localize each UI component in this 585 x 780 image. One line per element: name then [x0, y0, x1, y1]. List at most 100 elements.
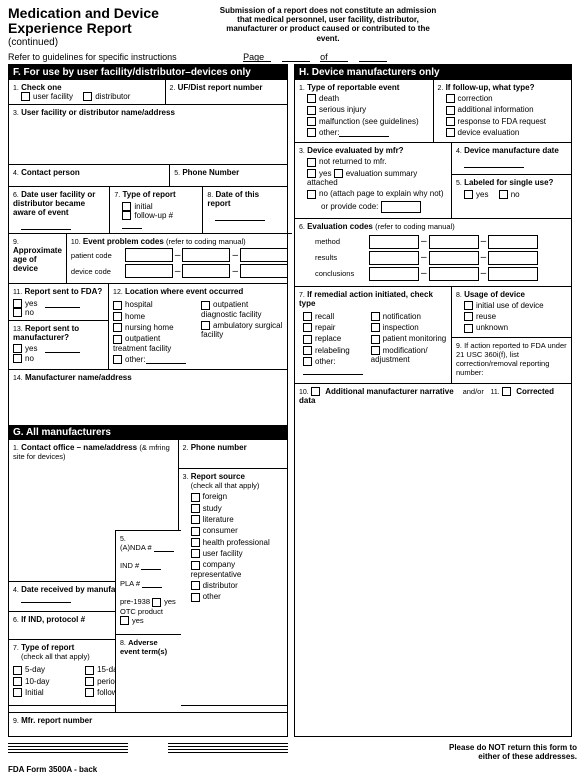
h2-corr-checkbox[interactable] [446, 94, 455, 103]
g3-dist-checkbox[interactable] [191, 581, 200, 590]
h6-c2[interactable] [429, 267, 479, 281]
h1-death-checkbox[interactable] [307, 94, 316, 103]
h3-yes-checkbox[interactable] [307, 169, 316, 178]
f8-date-field[interactable] [215, 212, 265, 221]
h7-other-field[interactable] [303, 366, 363, 375]
ambulatory-checkbox[interactable] [201, 321, 210, 330]
h7-notif-checkbox[interactable] [371, 312, 380, 321]
h3-code-field[interactable] [381, 201, 421, 213]
g7-initial-checkbox[interactable] [13, 688, 22, 697]
f11-yes-checkbox[interactable] [13, 299, 22, 308]
g3-consumer-checkbox[interactable] [191, 527, 200, 536]
g3-lit-checkbox[interactable] [191, 515, 200, 524]
f11-yes-date[interactable] [45, 299, 80, 308]
form-id: FDA Form 3500A - back [8, 765, 577, 774]
h3-notret-checkbox[interactable] [307, 158, 316, 167]
loc-other-field[interactable] [146, 355, 186, 364]
g5-ind-field[interactable] [141, 561, 161, 570]
h5-no-checkbox[interactable] [499, 190, 508, 199]
h6-r2[interactable] [429, 251, 479, 265]
h7-repair-checkbox[interactable] [303, 323, 312, 332]
patient-code-1[interactable] [125, 248, 173, 262]
f6-date-field[interactable] [21, 221, 71, 230]
patient-code-2[interactable] [182, 248, 230, 262]
h4-date-field[interactable] [464, 159, 524, 168]
h7-inspect-checkbox[interactable] [371, 323, 380, 332]
h3-num: 3. [299, 148, 305, 155]
patient-code-3[interactable] [240, 248, 288, 262]
h7-monitor-checkbox[interactable] [371, 335, 380, 344]
h1-malfunc-checkbox[interactable] [307, 117, 316, 126]
device-code-1[interactable] [125, 264, 173, 278]
h6-c3[interactable] [488, 267, 538, 281]
h6-c1[interactable] [369, 267, 419, 281]
h8-unknown-checkbox[interactable] [464, 324, 473, 333]
h11-checkbox[interactable] [502, 387, 511, 396]
distributor-checkbox[interactable] [83, 92, 92, 101]
h7-other-checkbox[interactable] [303, 357, 312, 366]
device-code-2[interactable] [182, 264, 230, 278]
user-facility-checkbox[interactable] [21, 92, 30, 101]
hospital-checkbox[interactable] [113, 301, 122, 310]
g3-foreign-checkbox[interactable] [191, 493, 200, 502]
g3-health-checkbox[interactable] [191, 538, 200, 547]
g5-pre-checkbox[interactable] [152, 598, 161, 607]
h1-other-field[interactable] [339, 128, 389, 137]
h2-fda-checkbox[interactable] [446, 117, 455, 126]
f13-yes-checkbox[interactable] [13, 344, 22, 353]
h3-evalsum-checkbox[interactable] [334, 169, 343, 178]
h1-other: other: [319, 128, 339, 137]
outpatient-tx-checkbox[interactable] [113, 335, 122, 344]
g4-date-field[interactable] [21, 594, 71, 603]
h7-mod-checkbox[interactable] [371, 346, 380, 355]
g3-other-checkbox[interactable] [191, 593, 200, 602]
initial-label: initial [134, 202, 152, 211]
g5-pla-field[interactable] [142, 579, 162, 588]
h6-m1[interactable] [369, 235, 419, 249]
f11-no-checkbox[interactable] [13, 308, 22, 317]
g7-5day-checkbox[interactable] [13, 666, 22, 675]
h8-reuse-checkbox[interactable] [464, 312, 473, 321]
g3-study-checkbox[interactable] [191, 504, 200, 513]
f13-yes-label: yes [25, 344, 37, 353]
loc-other-checkbox[interactable] [113, 355, 122, 364]
device-code-label: device code [71, 267, 123, 276]
h2-eval-checkbox[interactable] [446, 128, 455, 137]
nursing-checkbox[interactable] [113, 323, 122, 332]
f13-yes-date[interactable] [45, 344, 80, 353]
device-code-3[interactable] [240, 264, 288, 278]
h5-yes-checkbox[interactable] [464, 190, 473, 199]
g3-userfac-checkbox[interactable] [191, 549, 200, 558]
h1-other-checkbox[interactable] [307, 128, 316, 137]
g5-anda-field[interactable] [154, 543, 174, 552]
h7-relabel-checkbox[interactable] [303, 346, 312, 355]
g7-10day-checkbox[interactable] [13, 677, 22, 686]
h2-add-checkbox[interactable] [446, 106, 455, 115]
initial-checkbox[interactable] [122, 202, 131, 211]
h8-initial-checkbox[interactable] [464, 301, 473, 310]
h6-r1[interactable] [369, 251, 419, 265]
followup-num-field[interactable] [122, 220, 142, 229]
page-num-field[interactable] [282, 52, 310, 62]
followup-checkbox[interactable] [122, 211, 131, 220]
f2-num: 2. [170, 85, 176, 92]
h6-m3[interactable] [488, 235, 538, 249]
h7-replace-checkbox[interactable] [303, 335, 312, 344]
h7-recall-checkbox[interactable] [303, 312, 312, 321]
page-total-field[interactable] [359, 52, 387, 62]
h6-r3[interactable] [488, 251, 538, 265]
h10-checkbox[interactable] [311, 387, 320, 396]
g3-consumer: consumer [203, 526, 238, 535]
home-label: home [125, 312, 145, 321]
g7-followup-checkbox[interactable] [85, 688, 94, 697]
h6-m2[interactable] [429, 235, 479, 249]
f13-no-checkbox[interactable] [13, 354, 22, 363]
g7-15day-checkbox[interactable] [85, 666, 94, 675]
h1-injury-checkbox[interactable] [307, 106, 316, 115]
h3-no-checkbox[interactable] [307, 190, 316, 199]
g3-company-checkbox[interactable] [191, 561, 200, 570]
g7-periodic-checkbox[interactable] [85, 677, 94, 686]
home-checkbox[interactable] [113, 312, 122, 321]
g5-otc-checkbox[interactable] [120, 616, 129, 625]
outpatient-diag-checkbox[interactable] [201, 301, 210, 310]
